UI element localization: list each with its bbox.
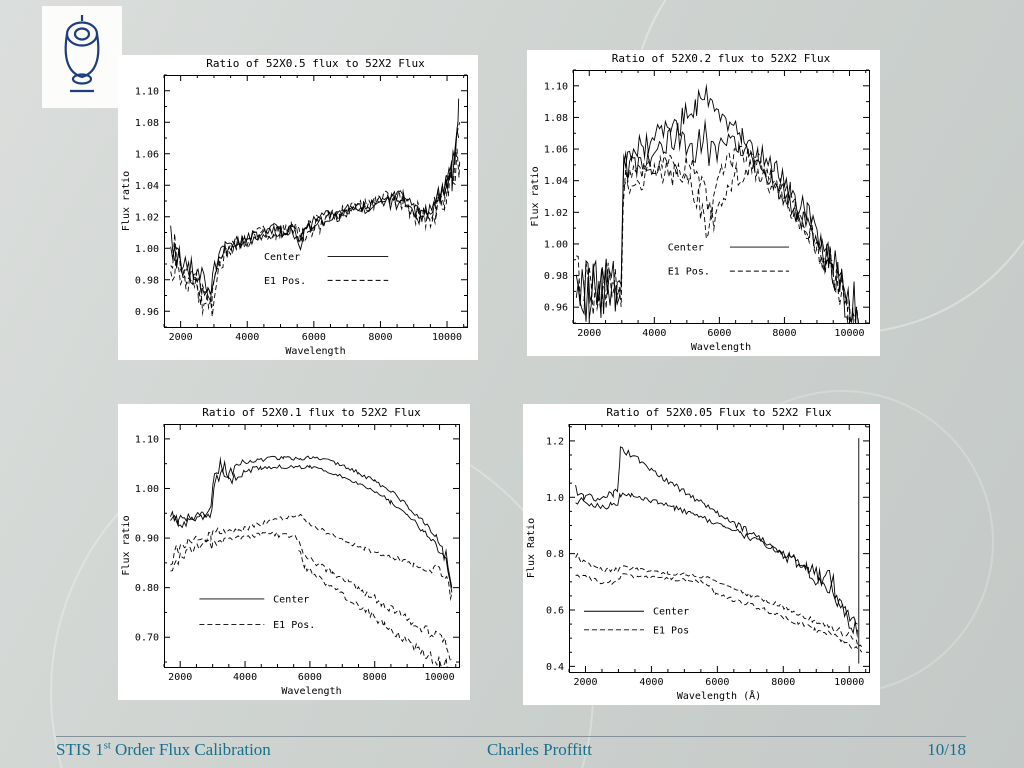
- chart-52x0-5-canvas: [118, 55, 478, 360]
- footer-author: Charles Proffitt: [486, 740, 592, 759]
- footer-page-number: 10/18: [927, 740, 966, 759]
- stsci-logo: [42, 6, 122, 108]
- chart-panel-52x0-2: [527, 50, 880, 356]
- chart-panel-52x0-1: [118, 404, 470, 700]
- chart-52x0-2-canvas: [527, 50, 880, 356]
- chart-52x0-05-canvas: [523, 404, 880, 705]
- footer-title-superscript: st: [103, 740, 111, 752]
- footer-title: STIS 1st Order Flux Calibration: [56, 740, 271, 759]
- chart-52x0-1-canvas: [118, 404, 470, 700]
- footer-divider: [56, 736, 966, 737]
- footer: STIS 1st Order Flux Calibration Charles …: [56, 740, 966, 760]
- telescope-logo-icon: [64, 15, 100, 93]
- chart-panel-52x0-5: [118, 55, 478, 360]
- chart-panel-52x0-05: [523, 404, 880, 705]
